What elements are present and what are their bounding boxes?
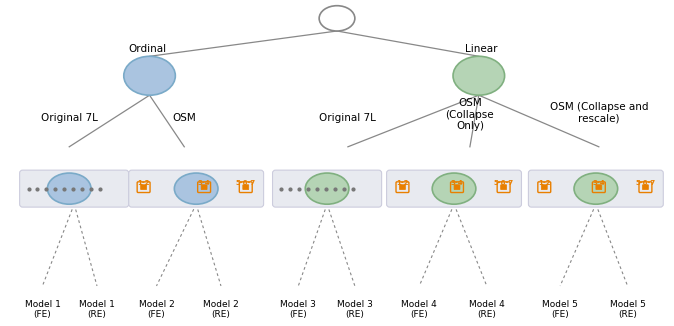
Ellipse shape [453,56,505,95]
FancyBboxPatch shape [528,170,663,207]
FancyBboxPatch shape [541,185,547,190]
Text: 1-2: 1-2 [137,180,150,186]
Ellipse shape [432,173,476,204]
Text: Model 3
(RE): Model 3 (RE) [337,300,373,319]
Text: 1-2: 1-2 [538,180,551,186]
Text: OSM (Collapse and
rescale): OSM (Collapse and rescale) [549,102,648,124]
FancyBboxPatch shape [243,185,249,190]
Text: Model 4
(RE): Model 4 (RE) [469,300,505,319]
FancyBboxPatch shape [596,185,602,190]
Text: Model 4
(FE): Model 4 (FE) [402,300,437,319]
FancyBboxPatch shape [642,185,648,190]
Text: OSM
(Collapse
Only): OSM (Collapse Only) [446,98,494,131]
Text: 5-6-7: 5-6-7 [236,180,256,186]
Text: Model 1
(FE): Model 1 (FE) [24,300,61,319]
Text: Original 7L: Original 7L [319,112,376,123]
Text: Model 3
(FE): Model 3 (FE) [280,300,316,319]
Text: Model 5
(RE): Model 5 (RE) [610,300,646,319]
FancyBboxPatch shape [20,170,129,207]
Ellipse shape [175,173,218,204]
Ellipse shape [124,56,175,95]
Text: 1-2: 1-2 [396,180,408,186]
Text: Model 2
(RE): Model 2 (RE) [203,300,239,319]
Text: Ordinal: Ordinal [129,44,166,54]
Text: 3-4: 3-4 [451,180,464,186]
Text: 3-4: 3-4 [197,180,210,186]
Ellipse shape [47,173,91,204]
Text: 3-4: 3-4 [592,180,605,186]
FancyBboxPatch shape [454,185,460,190]
FancyBboxPatch shape [201,185,207,190]
Ellipse shape [319,6,355,31]
Text: Model 5
(FE): Model 5 (FE) [542,300,578,319]
FancyBboxPatch shape [129,170,264,207]
Text: Model 2
(FE): Model 2 (FE) [139,300,175,319]
Text: Linear: Linear [464,44,497,54]
Ellipse shape [574,173,617,204]
FancyBboxPatch shape [272,170,381,207]
Text: 5-6-7: 5-6-7 [493,180,514,186]
Text: Original 7L: Original 7L [41,112,98,123]
Text: Model 1
(RE): Model 1 (RE) [79,300,115,319]
FancyBboxPatch shape [387,170,522,207]
Text: OSM: OSM [173,112,196,123]
FancyBboxPatch shape [400,185,405,190]
FancyBboxPatch shape [501,185,507,190]
FancyBboxPatch shape [141,185,146,190]
Ellipse shape [305,173,349,204]
Text: 5-6-7: 5-6-7 [636,180,656,186]
